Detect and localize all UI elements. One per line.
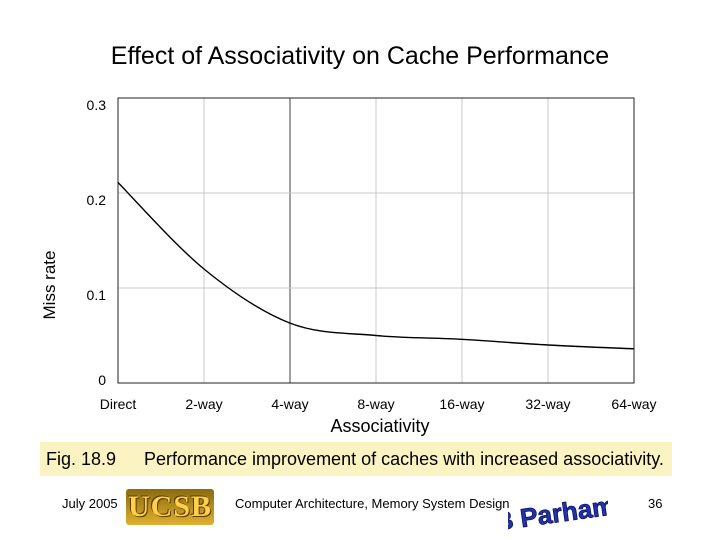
y-tick-labels: 0 0.1 0.2 0.3 <box>87 97 107 388</box>
ucsb-logo: UCSB <box>126 489 214 525</box>
figure-description: Performance improvement of caches with i… <box>144 449 664 469</box>
y-tick-label: 0 <box>98 372 106 388</box>
x-axis-label: Associativity <box>330 416 429 436</box>
chart-title: Effect of Associativity on Cache Perform… <box>110 42 610 70</box>
y-tick-label: 0.1 <box>87 287 107 303</box>
x-tick-label: 2-way <box>185 396 222 412</box>
x-tick-label: 16-way <box>439 396 484 412</box>
x-tick-label: 8-way <box>357 396 394 412</box>
ucsb-logo-text: UCSB <box>127 490 213 523</box>
author-signature-logo: B Parhami <box>508 489 608 534</box>
series-line <box>117 182 635 350</box>
footer-date: July 2005 <box>62 496 118 511</box>
x-tick-label: Direct <box>100 396 137 412</box>
y-axis-label: Miss rate <box>40 251 59 320</box>
figure-number: Fig. 18.9 <box>46 449 117 469</box>
page-number: 36 <box>648 496 663 511</box>
x-tick-labels: Direct 2-way 4-way 8-way 16-way 32-way 64-way <box>100 396 657 412</box>
footer-course: Computer Architecture, Memory System Des… <box>235 496 510 511</box>
chart: 0 0.1 0.2 0.3 Direct 2-way 4-way 8-way 16-way 32… <box>40 97 657 436</box>
x-tick-label: 4-way <box>271 396 308 412</box>
x-tick-label: 32-way <box>525 396 570 412</box>
y-tick-label: 0.3 <box>87 97 107 113</box>
x-tick-label: 64-way <box>611 396 656 412</box>
signature-text: B Parhami <box>508 489 608 534</box>
y-tick-label: 0.2 <box>87 192 107 208</box>
plot-area <box>117 97 635 384</box>
gridlines <box>118 98 634 383</box>
figure-caption: Fig. 18.9 Performance improvement of cac… <box>40 442 672 476</box>
